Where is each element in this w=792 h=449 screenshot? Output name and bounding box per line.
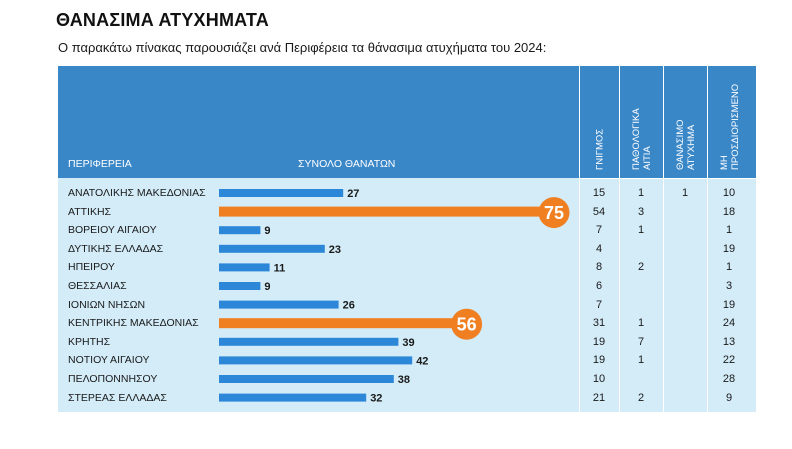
bar-value-label: 75 xyxy=(544,203,564,223)
region-label: ΗΠΕΙΡΟΥ xyxy=(68,261,115,274)
table-cell-col2: 1 xyxy=(637,187,645,199)
region-label: ΣΤΕΡΕΑΣ ΕΛΛΑΔΑΣ xyxy=(68,391,167,404)
table-cell-col4: 1 xyxy=(725,224,733,237)
table-cell-col1: 31 xyxy=(592,317,606,330)
column-separator xyxy=(707,66,708,412)
table-cell-col2: 2 xyxy=(637,391,645,404)
table-panel: ΠΕΡΙΦΕΡΕΙΑ ΣΥΝΟΛΟ ΘΑΝΑΤΩΝ ΓΝΙΓΜΟΣ ΠΑΘΟΛΟ… xyxy=(58,66,756,412)
table-cell-col2: 2 xyxy=(637,261,645,274)
table-cell-col1: 10 xyxy=(592,373,606,385)
bar-value-label: 39 xyxy=(402,337,414,349)
bar-value-label: 27 xyxy=(347,188,359,200)
region-label: ΝΟΤΙΟΥ ΑΙΓΑΙΟΥ xyxy=(68,354,150,367)
table-cell-col4: 19 xyxy=(722,298,736,311)
table-cell-col2: 3 xyxy=(637,205,645,218)
table-header xyxy=(58,66,756,178)
table-cell-col1: 4 xyxy=(595,242,603,255)
bar xyxy=(219,375,394,383)
bar xyxy=(219,226,261,235)
table-cell-col4: 10 xyxy=(722,187,736,199)
region-label: ΑΤΤΙΚΗΣ xyxy=(68,205,112,218)
region-label: ΠΕΛΟΠΟΝΝΗΣΟΥ xyxy=(68,373,158,385)
bar-highlight xyxy=(219,206,554,217)
bar xyxy=(219,282,261,290)
region-label: ΚΕΝΤΡΙΚΗΣ ΜΑΚΕΔΟΝΙΑΣ xyxy=(68,317,199,330)
table-cell-col4: 22 xyxy=(722,354,736,367)
table-cell-col1: 21 xyxy=(592,391,606,404)
bar xyxy=(219,356,413,365)
bar xyxy=(219,337,399,346)
bar-value-label: 9 xyxy=(264,281,270,293)
table-cell-col4: 19 xyxy=(722,242,736,255)
bar xyxy=(219,300,339,309)
bar-value-label: 9 xyxy=(264,225,270,237)
table-cell-col4: 13 xyxy=(722,335,736,348)
table-cell-col1: 54 xyxy=(592,205,606,218)
region-label: ΑΝΑΤΟΛΙΚΗΣ ΜΑΚΕΔΟΝΙΑΣ xyxy=(68,187,206,199)
value-bubble xyxy=(451,308,483,340)
bar xyxy=(219,263,270,272)
table-cell-col2: 1 xyxy=(637,224,645,237)
table-cell-col2: 7 xyxy=(637,335,645,348)
table-cell-col4: 24 xyxy=(722,317,736,330)
table-cell-col1: 15 xyxy=(592,187,606,199)
bar-value-label: 26 xyxy=(343,300,355,312)
value-bubble xyxy=(538,197,570,229)
table-cell-col4: 1 xyxy=(725,261,733,274)
bar xyxy=(219,244,325,253)
table-cell-col2: 1 xyxy=(637,317,645,330)
table-cell-col1: 6 xyxy=(595,280,603,292)
header-region: ΠΕΡΙΦΕΡΕΙΑ xyxy=(68,158,132,170)
bar-value-label: 32 xyxy=(370,393,382,405)
region-label: ΒΟΡΕΙΟΥ ΑΙΓΑΙΟΥ xyxy=(68,224,157,237)
region-label: ΙΟΝΙΩΝ ΝΗΣΩΝ xyxy=(68,298,146,311)
bar-value-label: 42 xyxy=(416,355,428,367)
column-separator xyxy=(579,66,580,412)
bar xyxy=(219,189,344,197)
bar-value-label: 11 xyxy=(274,262,286,274)
table-cell-col4: 3 xyxy=(725,280,733,292)
table-cell-col1: 7 xyxy=(595,298,603,311)
table-cell-col1: 7 xyxy=(595,224,603,237)
column-separator xyxy=(619,66,620,412)
region-label: ΔΥΤΙΚΗΣ ΕΛΛΑΔΑΣ xyxy=(68,242,164,255)
table-cell-col1: 8 xyxy=(595,261,603,274)
table-cell-col4: 18 xyxy=(722,205,736,218)
table-cell-col3: 1 xyxy=(681,187,689,199)
region-label: ΘΕΣΣΑΛΙΑΣ xyxy=(68,280,127,292)
bar-value-label: 56 xyxy=(457,315,477,335)
bar-highlight xyxy=(219,318,467,329)
page-title: ΘΑΝΑΣΙΜΑ ΑΤΥΧΗΜΑΤΑ xyxy=(56,10,269,30)
bar-value-label: 38 xyxy=(398,374,410,386)
table-cell-col2: 1 xyxy=(637,354,645,367)
page-subtitle: Ο παρακάτω πίνακας παρουσιάζει ανά Περιφ… xyxy=(58,40,547,55)
column-separator xyxy=(663,66,664,412)
region-label: ΚΡΗΤΗΣ xyxy=(68,335,111,348)
table-cell-col1: 19 xyxy=(592,354,606,367)
bar xyxy=(219,393,367,402)
header-divider xyxy=(579,178,756,179)
table-cell-col1: 19 xyxy=(592,335,606,348)
table-cell-col4: 9 xyxy=(725,391,733,404)
header-total: ΣΥΝΟΛΟ ΘΑΝΑΤΩΝ xyxy=(298,158,396,170)
bar-value-label: 23 xyxy=(329,244,341,256)
table-cell-col4: 28 xyxy=(722,373,736,385)
